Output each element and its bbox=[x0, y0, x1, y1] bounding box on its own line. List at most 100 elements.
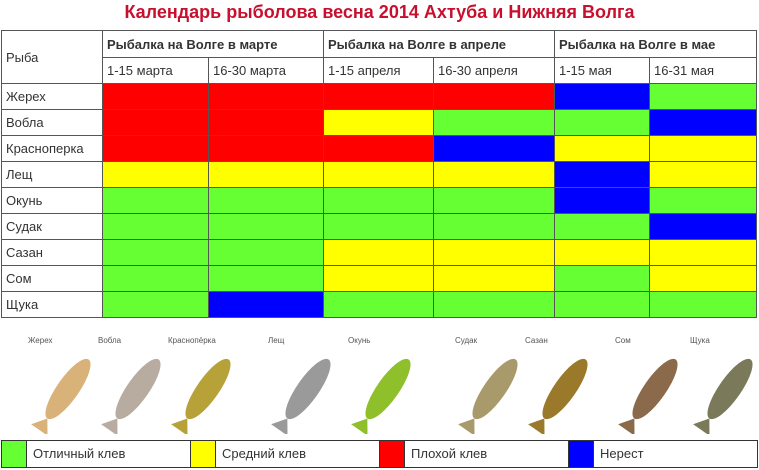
bite-cell bbox=[649, 109, 757, 136]
table-row: Окунь bbox=[1, 187, 757, 214]
fish-icon bbox=[528, 358, 588, 436]
bite-cell bbox=[208, 291, 324, 318]
bite-cell bbox=[323, 135, 434, 162]
fish-name: Щука bbox=[1, 291, 103, 318]
period-header: 1-15 апреля bbox=[323, 57, 434, 84]
fish-icon bbox=[693, 358, 753, 436]
bite-cell bbox=[649, 239, 757, 266]
bite-cell bbox=[554, 265, 650, 292]
bite-cell bbox=[323, 187, 434, 214]
bite-cell bbox=[208, 239, 324, 266]
bite-cell bbox=[554, 291, 650, 318]
bite-cell bbox=[554, 239, 650, 266]
fish-icon bbox=[101, 358, 161, 436]
fish-image-label: Лещ bbox=[268, 336, 285, 345]
bite-cell bbox=[433, 213, 555, 240]
fish-icon bbox=[31, 358, 91, 436]
fish-image-label: Сом bbox=[615, 336, 631, 345]
bite-cell bbox=[323, 239, 434, 266]
bite-cell bbox=[433, 135, 555, 162]
bite-cell bbox=[433, 109, 555, 136]
bite-cell bbox=[323, 291, 434, 318]
fish-image-label: Щука bbox=[690, 336, 710, 345]
fishing-calendar-table: Рыба Рыбалка на Волге в марте Рыбалка на… bbox=[1, 30, 757, 318]
fish-name: Окунь bbox=[1, 187, 103, 214]
fish-image-label: Вобла bbox=[98, 336, 122, 345]
fish-image-label: Краснопёрка bbox=[168, 336, 216, 345]
fish-name: Жерех bbox=[1, 83, 103, 110]
bite-cell bbox=[433, 187, 555, 214]
fish-icon bbox=[351, 358, 411, 436]
legend-label: Отличный клев bbox=[33, 446, 126, 461]
bite-cell bbox=[102, 161, 209, 188]
bite-cell bbox=[323, 213, 434, 240]
fish-image: Судак bbox=[455, 334, 535, 436]
period-header: 16-30 марта bbox=[208, 57, 324, 84]
bite-cell bbox=[102, 135, 209, 162]
fish-name: Судак bbox=[1, 213, 103, 240]
bite-cell bbox=[102, 187, 209, 214]
bite-cell bbox=[433, 239, 555, 266]
fish-image: Вобла bbox=[98, 334, 178, 436]
fish-image-label: Жерех bbox=[28, 336, 53, 345]
fish-images: Жерех Вобла Краснопёрка Лещ Окунь Судак Сазан С… bbox=[0, 334, 759, 436]
fish-icon bbox=[618, 358, 678, 436]
bite-cell bbox=[208, 109, 324, 136]
fish-image: Окунь bbox=[348, 334, 428, 436]
legend-item: Нерест bbox=[569, 441, 757, 467]
legend: Отличный клев Средний клев Плохой клев Нере… bbox=[1, 440, 758, 468]
legend-swatch bbox=[380, 441, 405, 467]
bite-cell bbox=[208, 161, 324, 188]
bite-cell bbox=[102, 83, 209, 110]
table-row: Сом bbox=[1, 265, 757, 292]
month-header-april: Рыбалка на Волге в апреле bbox=[323, 30, 555, 58]
bite-cell bbox=[433, 291, 555, 318]
bite-cell bbox=[433, 83, 555, 110]
legend-label: Средний клев bbox=[222, 446, 307, 461]
fish-image: Краснопёрка bbox=[168, 334, 248, 436]
fish-column-header: Рыба bbox=[1, 30, 103, 84]
period-header: 16-31 мая bbox=[649, 57, 757, 84]
fish-icon bbox=[458, 358, 518, 436]
period-header: 1-15 мая bbox=[554, 57, 650, 84]
legend-item: Плохой клев bbox=[380, 441, 569, 467]
bite-cell bbox=[102, 265, 209, 292]
fish-image-label: Окунь bbox=[348, 336, 371, 345]
bite-cell bbox=[554, 83, 650, 110]
bite-cell bbox=[208, 265, 324, 292]
legend-label: Нерест bbox=[600, 446, 644, 461]
period-header: 16-30 апреля bbox=[433, 57, 555, 84]
bite-cell bbox=[433, 161, 555, 188]
bite-cell bbox=[649, 83, 757, 110]
fish-name: Красноперка bbox=[1, 135, 103, 162]
bite-cell bbox=[323, 83, 434, 110]
bite-cell bbox=[102, 291, 209, 318]
legend-label: Плохой клев bbox=[411, 446, 488, 461]
fish-name: Сом bbox=[1, 265, 103, 292]
bite-cell bbox=[208, 83, 324, 110]
fish-image-label: Судак bbox=[455, 336, 478, 345]
fish-image: Жерех bbox=[28, 334, 108, 436]
bite-cell bbox=[433, 265, 555, 292]
fish-icon bbox=[271, 358, 331, 436]
month-header-march: Рыбалка на Волге в марте bbox=[102, 30, 324, 58]
fish-image: Сом bbox=[615, 334, 695, 436]
bite-cell bbox=[323, 265, 434, 292]
legend-item: Отличный клев bbox=[2, 441, 191, 467]
fish-name: Лещ bbox=[1, 161, 103, 188]
fish-image-label: Сазан bbox=[525, 336, 548, 345]
table-row: Судак bbox=[1, 213, 757, 240]
bite-cell bbox=[323, 161, 434, 188]
fish-image: Сазан bbox=[525, 334, 605, 436]
bite-cell bbox=[649, 187, 757, 214]
table-row: Щука bbox=[1, 291, 757, 318]
fish-name: Вобла bbox=[1, 109, 103, 136]
legend-swatch bbox=[2, 441, 27, 467]
bite-cell bbox=[554, 213, 650, 240]
legend-swatch bbox=[569, 441, 594, 467]
table-row: Жерех bbox=[1, 83, 757, 110]
legend-swatch bbox=[191, 441, 216, 467]
bite-cell bbox=[554, 135, 650, 162]
table-row: Вобла bbox=[1, 109, 757, 136]
fish-name: Сазан bbox=[1, 239, 103, 266]
